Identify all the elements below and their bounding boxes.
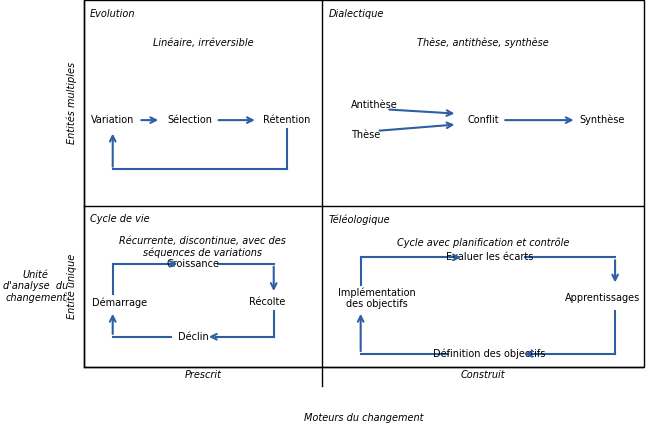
Bar [84, 0, 644, 367]
Text: Récurrente, discontinue, avec des
séquences de variations: Récurrente, discontinue, avec des séquen… [119, 236, 286, 258]
Text: Construit: Construit [461, 370, 506, 381]
Text: Thèse, antithèse, synthèse: Thèse, antithèse, synthèse [417, 38, 549, 48]
Text: Croissance: Croissance [167, 259, 220, 269]
Text: Rétention: Rétention [263, 115, 310, 125]
Text: Dialectique: Dialectique [328, 9, 384, 18]
Text: Cycle de vie: Cycle de vie [90, 214, 150, 224]
Text: Thèse: Thèse [351, 130, 380, 140]
Text: Implémentation
des objectifs: Implémentation des objectifs [338, 287, 415, 309]
Text: Apprentissages: Apprentissages [565, 293, 640, 303]
Text: Téléologique: Téléologique [328, 214, 390, 225]
Text: Récolte: Récolte [249, 297, 286, 308]
Text: Sélection: Sélection [167, 115, 212, 125]
Text: Déclin: Déclin [178, 332, 208, 342]
Text: Antithèse: Antithèse [351, 100, 398, 110]
Text: Synthèse: Synthèse [580, 115, 625, 125]
Text: Evaluer les écarts: Evaluer les écarts [446, 252, 533, 263]
Text: Moteurs du changement: Moteurs du changement [304, 413, 424, 423]
Text: Entités multiples: Entités multiples [67, 62, 77, 144]
Text: Evolution: Evolution [90, 9, 136, 18]
Text: Variation: Variation [91, 115, 134, 125]
Text: Entité unique: Entité unique [67, 254, 77, 319]
Text: Linéaire, irréversible: Linéaire, irréversible [153, 38, 253, 48]
Text: Définition des objectifs: Définition des objectifs [434, 349, 546, 359]
Text: Unité
d'analyse  du
changement: Unité d'analyse du changement [3, 270, 69, 303]
Text: Conflit: Conflit [467, 115, 499, 125]
Text: Prescrit: Prescrit [184, 370, 221, 381]
Text: Démarrage: Démarrage [92, 297, 147, 308]
Text: Cycle avec planification et contrôle: Cycle avec planification et contrôle [397, 237, 569, 248]
